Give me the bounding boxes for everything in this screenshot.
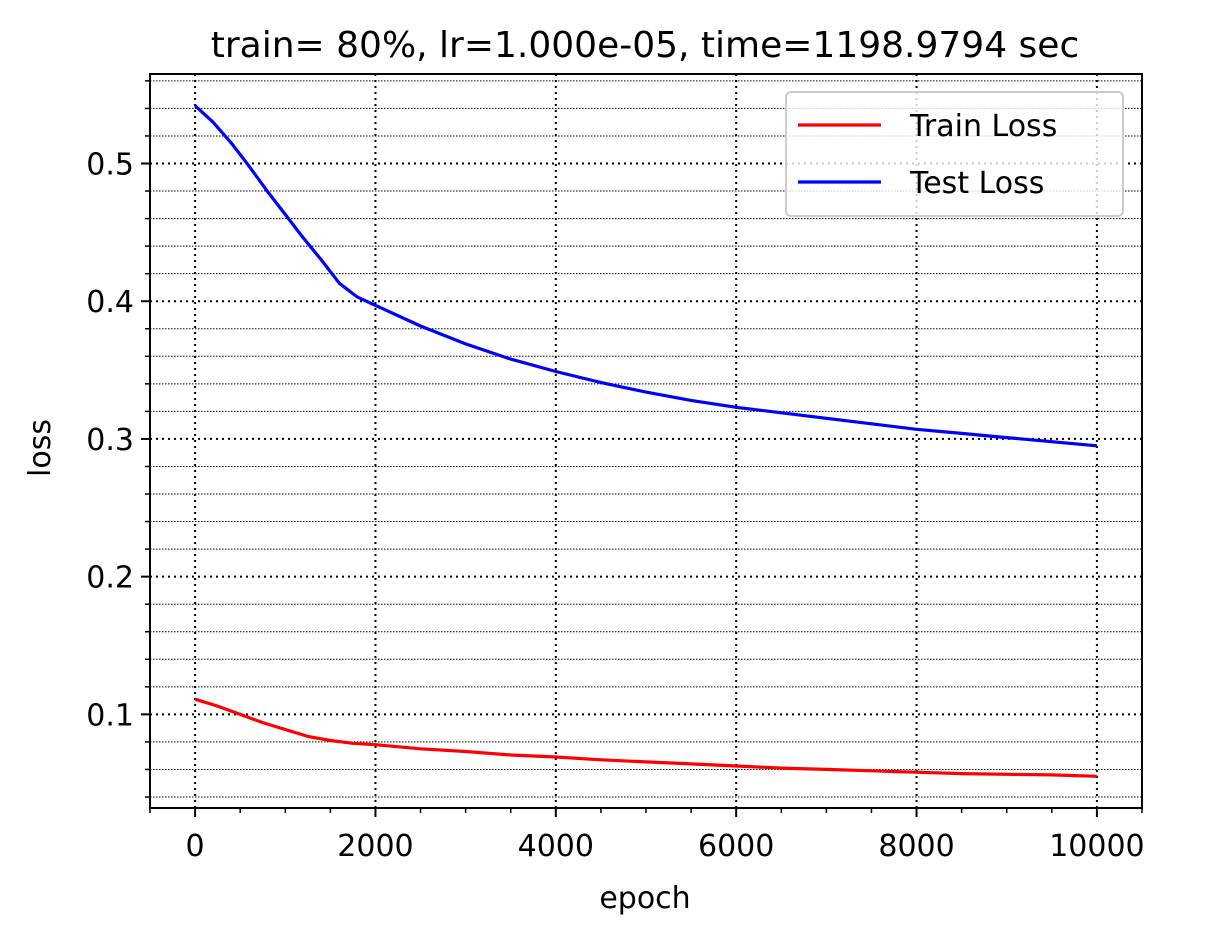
- tick-labels: 0.1 0.2 0.3 0.4 0.5 0 2000 4000 6000 8000 10000: [86, 148, 1144, 864]
- y-tick-label: 0.3: [86, 423, 134, 458]
- x-tick-label: 10000: [1049, 829, 1144, 864]
- major-grid: [150, 74, 1142, 808]
- x-tick-label: 8000: [878, 829, 954, 864]
- train-loss-line: [194, 697, 1097, 778]
- y-tick-label: 0.1: [86, 698, 134, 733]
- train-loss-legend-label: Train Loss: [909, 109, 1057, 144]
- x-tick-label: 0: [186, 829, 205, 864]
- test-loss-legend-label: Test Loss: [909, 166, 1044, 201]
- test-loss-line: [194, 104, 1098, 448]
- y-axis-label: loss: [23, 419, 58, 477]
- x-axis-label: epoch: [599, 881, 690, 916]
- y-tick-label: 0.2: [86, 561, 134, 596]
- series-layer: [194, 104, 1098, 778]
- y-tick-label: 0.4: [86, 285, 134, 320]
- axis-ticks: [141, 80, 1143, 817]
- x-tick-label: 6000: [698, 829, 774, 864]
- chart-title: train= 80%, lr=1.000e-05, time=1198.9794…: [211, 25, 1079, 66]
- legend: Train Loss Test Loss: [785, 91, 1124, 217]
- x-tick-label: 4000: [518, 829, 594, 864]
- y-tick-label: 0.5: [86, 148, 134, 183]
- legend-box: [785, 91, 1124, 217]
- minor-grid: [150, 80, 1142, 798]
- x-tick-label: 2000: [337, 829, 413, 864]
